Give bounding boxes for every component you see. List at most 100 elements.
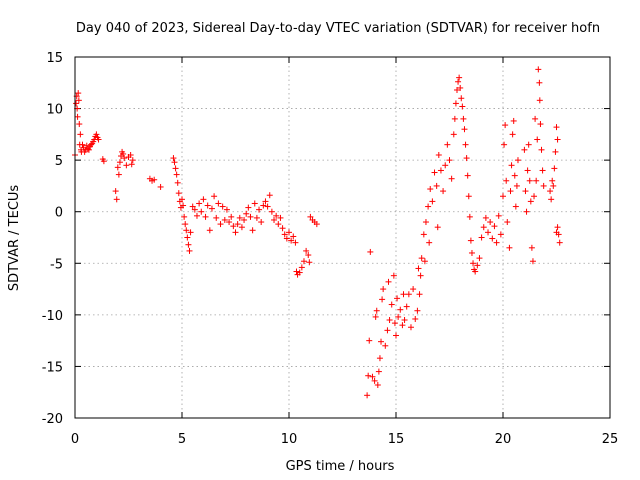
- data-point: [556, 239, 563, 246]
- data-point: [185, 241, 192, 248]
- data-point: [403, 303, 410, 310]
- data-point: [553, 124, 560, 131]
- data-point: [221, 216, 228, 223]
- data-point: [410, 286, 417, 293]
- data-point: [446, 157, 453, 164]
- data-point: [181, 213, 188, 220]
- data-point: [468, 249, 475, 256]
- data-point: [193, 212, 200, 219]
- data-point: [521, 146, 528, 153]
- data-point: [451, 115, 458, 122]
- data-point: [511, 172, 518, 179]
- data-point: [491, 223, 498, 230]
- data-point: [470, 260, 477, 267]
- data-point: [395, 313, 402, 320]
- data-point: [365, 372, 372, 379]
- x-tick-labels: 0 5 10 15 20 25: [71, 432, 618, 447]
- data-point: [213, 214, 220, 221]
- data-point: [93, 131, 100, 138]
- data-point: [191, 206, 198, 213]
- data-point: [548, 196, 555, 203]
- data-point: [204, 202, 211, 209]
- data-point: [385, 278, 392, 285]
- data-point: [533, 177, 540, 184]
- data-point: [378, 338, 385, 345]
- data-point: [123, 162, 130, 169]
- data-point: [421, 258, 428, 265]
- data-point: [504, 219, 511, 226]
- data-point: [474, 262, 481, 269]
- data-point: [384, 327, 391, 334]
- data-point: [279, 225, 286, 232]
- data-point: [507, 188, 514, 195]
- x-tick-label: 5: [178, 432, 186, 447]
- data-point: [433, 182, 440, 189]
- data-point: [397, 306, 404, 313]
- data-point: [466, 213, 473, 220]
- data-point: [393, 332, 399, 339]
- data-point: [431, 169, 438, 176]
- data-point: [121, 155, 128, 162]
- data-point: [476, 255, 483, 262]
- data-point: [444, 141, 451, 148]
- data-point: [171, 159, 178, 166]
- data-point: [485, 229, 492, 236]
- data-point: [211, 193, 218, 200]
- data-point: [182, 221, 189, 228]
- data-point: [202, 213, 209, 220]
- data-point: [457, 84, 464, 91]
- data-point: [288, 237, 295, 244]
- data-point: [472, 268, 479, 275]
- data-point: [275, 221, 282, 228]
- data-point: [440, 188, 447, 195]
- data-point: [495, 212, 502, 219]
- x-tick-label: 20: [495, 432, 512, 447]
- data-point: [187, 229, 194, 236]
- data-point: [292, 239, 299, 246]
- data-point: [174, 179, 181, 186]
- data-point: [266, 192, 273, 199]
- data-point: [380, 286, 387, 293]
- data-point: [256, 206, 263, 213]
- data-point: [74, 113, 81, 120]
- grid-lines: [75, 57, 610, 418]
- data-point: [243, 210, 250, 217]
- data-point: [95, 136, 102, 143]
- data-point: [367, 248, 374, 255]
- data-point: [247, 213, 254, 220]
- data-point: [374, 381, 381, 388]
- data-point: [400, 291, 407, 298]
- data-point: [455, 78, 462, 85]
- data-point: [217, 221, 224, 228]
- data-point: [113, 196, 120, 203]
- y-tick-labels: -20 -15 -10 -5 0 5 10 15: [42, 51, 63, 427]
- data-point: [85, 146, 92, 153]
- data-point: [513, 182, 520, 189]
- data-point: [286, 229, 292, 236]
- data-point: [540, 182, 547, 189]
- data-point: [75, 97, 82, 104]
- y-tick-label: 15: [46, 51, 63, 66]
- data-point: [465, 193, 472, 200]
- data-point: [175, 190, 182, 197]
- data-series-sdtvar: [72, 66, 563, 399]
- data-point: [427, 186, 434, 193]
- data-point: [128, 161, 135, 168]
- data-point: [532, 115, 539, 122]
- data-point: [303, 247, 310, 254]
- data-point: [172, 165, 179, 172]
- data-point: [426, 239, 433, 246]
- data-point: [549, 177, 556, 184]
- data-point: [260, 202, 267, 209]
- data-point: [73, 100, 80, 107]
- data-point: [77, 131, 84, 138]
- data-point: [245, 204, 252, 211]
- data-point: [129, 157, 136, 164]
- data-point: [372, 313, 379, 320]
- data-point: [467, 237, 474, 244]
- data-point: [391, 320, 398, 327]
- data-point: [390, 272, 397, 279]
- data-point: [535, 66, 542, 73]
- data-point: [170, 155, 177, 162]
- x-tick-label: 0: [71, 432, 79, 447]
